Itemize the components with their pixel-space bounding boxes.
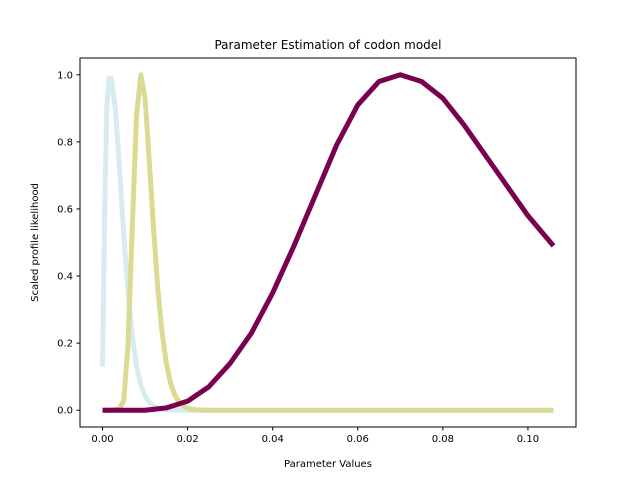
y-axis-ticks: 0.0 0.2 0.4 0.6 0.8 1.0 bbox=[57, 70, 80, 417]
y-tick-label: 0.2 bbox=[57, 339, 73, 350]
x-tick-label: 0.04 bbox=[262, 434, 284, 445]
y-tick-label: 1.0 bbox=[57, 70, 73, 81]
y-tick-label: 0.0 bbox=[57, 406, 73, 417]
x-tick-label: 0.08 bbox=[432, 434, 454, 445]
chart-title: Parameter Estimation of codon model bbox=[214, 38, 441, 52]
series-line-2 bbox=[102, 72, 554, 413]
y-tick-label: 0.8 bbox=[57, 137, 73, 148]
y-tick-label: 0.6 bbox=[57, 204, 73, 215]
x-axis-label: Parameter Values bbox=[284, 459, 372, 470]
x-axis-ticks: 0.00 0.02 0.04 0.06 0.08 0.10 bbox=[91, 427, 539, 445]
series-lines bbox=[100, 72, 556, 413]
series-line-3 bbox=[102, 72, 556, 413]
x-tick-label: 0.02 bbox=[176, 434, 198, 445]
y-axis-label: Scaled profile likelihood bbox=[30, 183, 41, 302]
x-tick-label: 0.06 bbox=[347, 434, 369, 445]
plot-frame bbox=[79, 57, 577, 428]
x-tick-label: 0.10 bbox=[517, 434, 539, 445]
x-tick-label: 0.00 bbox=[91, 434, 113, 445]
y-tick-label: 0.4 bbox=[57, 272, 73, 283]
